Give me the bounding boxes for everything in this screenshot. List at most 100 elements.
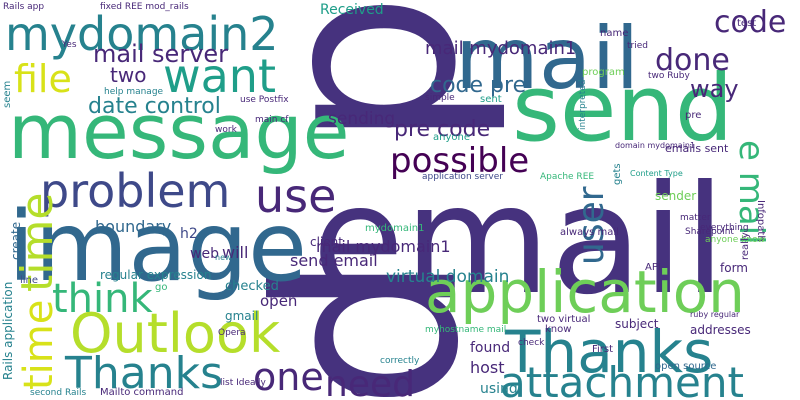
- word: two: [110, 63, 146, 87]
- word: go: [155, 282, 167, 293]
- word: open source: [655, 361, 716, 372]
- word: correctly: [380, 356, 420, 366]
- word: Yes: [61, 40, 77, 50]
- word: date control: [88, 94, 221, 119]
- word: two virtual: [537, 314, 590, 325]
- word: use: [255, 169, 336, 223]
- word: Rails application: [1, 282, 15, 380]
- word: always mail: [560, 227, 619, 238]
- word: work: [215, 125, 238, 135]
- word: form: [720, 261, 748, 275]
- word: need: [325, 364, 415, 400]
- word: emails sent: [665, 142, 729, 155]
- word: mail mydomain1: [425, 38, 576, 59]
- word: new: [215, 253, 232, 262]
- word: check: [518, 338, 545, 348]
- word: send email: [290, 251, 378, 270]
- word: First: [592, 344, 613, 355]
- word: line: [20, 275, 38, 286]
- word: Content Type: [630, 169, 683, 178]
- word: problem: [40, 164, 230, 218]
- word: domain mydomain1: [615, 141, 695, 150]
- word: simple: [425, 93, 455, 103]
- word: Sharepoint: [685, 227, 734, 237]
- word: really: [740, 232, 751, 260]
- word: pre: [685, 110, 701, 121]
- word: message: [8, 87, 350, 176]
- word: main cf: [255, 115, 289, 125]
- word: name: [600, 28, 628, 39]
- word: web: [190, 246, 219, 262]
- word: test: [737, 18, 756, 29]
- word: user: [571, 186, 612, 265]
- word: matter: [680, 213, 711, 223]
- word: sending: [328, 109, 395, 129]
- word: boundary: [95, 217, 171, 236]
- word: mydomain1: [365, 223, 424, 234]
- word: addresses: [690, 323, 751, 337]
- word: mail server: [93, 40, 228, 68]
- word: image: [8, 191, 307, 303]
- word: using: [480, 381, 518, 397]
- word: subject: [615, 317, 659, 331]
- word: mail mydomain1: [316, 237, 451, 256]
- word: open: [260, 292, 297, 310]
- word: myhostname mail: [425, 325, 506, 335]
- word: everything: [700, 223, 749, 233]
- word: tried: [627, 41, 648, 51]
- word: gmail: [225, 309, 258, 323]
- word: Thanks: [504, 318, 713, 386]
- word: code: [714, 5, 786, 40]
- word: anyone know: [705, 235, 765, 245]
- word: h2: [180, 226, 198, 242]
- word: attachment: [500, 358, 744, 400]
- word: Infopath: [755, 200, 766, 242]
- word: email: [312, 154, 726, 328]
- word: way: [690, 75, 739, 103]
- word: anyone: [433, 132, 470, 143]
- word: fixed REE mod_rails: [100, 2, 189, 12]
- word: sender: [655, 189, 696, 203]
- word: interpreted: [578, 79, 588, 130]
- word: API: [645, 262, 661, 273]
- word: regular expression: [100, 268, 211, 282]
- word: code pre: [430, 73, 526, 98]
- word: want: [163, 49, 276, 103]
- word: found: [470, 340, 510, 356]
- word: pre code: [394, 117, 490, 142]
- word: time: [16, 300, 62, 390]
- word: sent: [480, 94, 502, 105]
- word: Thanks: [64, 348, 223, 399]
- word: list Ideally: [220, 378, 267, 388]
- word: possible: [390, 141, 529, 181]
- word: application server: [422, 172, 503, 182]
- word: send: [512, 55, 733, 162]
- word: create: [9, 222, 23, 260]
- word: help manage: [104, 87, 164, 97]
- word: one: [253, 355, 324, 399]
- word: ruby regular: [690, 310, 740, 319]
- word: e mail: [731, 140, 771, 245]
- word: program: [582, 67, 625, 78]
- word: mail: [455, 9, 639, 109]
- word: Mailto command: [100, 387, 183, 398]
- word: two Ruby: [648, 71, 691, 81]
- word: know: [545, 324, 571, 335]
- word: seem: [2, 81, 13, 108]
- word: Received: [320, 2, 384, 18]
- word: file: [14, 57, 72, 101]
- word: client: [310, 235, 343, 249]
- word: Apache REE: [540, 172, 594, 182]
- word: use Postfix: [240, 95, 289, 105]
- word: p: [259, 252, 550, 400]
- word: mydomain2: [5, 7, 279, 61]
- word: virtual domain: [386, 267, 509, 287]
- word: Opera: [218, 328, 246, 338]
- word: gets: [612, 163, 623, 185]
- word: will: [222, 243, 248, 262]
- word: Rails app: [3, 2, 44, 12]
- word: p: [220, 0, 511, 150]
- word: time: [12, 193, 63, 292]
